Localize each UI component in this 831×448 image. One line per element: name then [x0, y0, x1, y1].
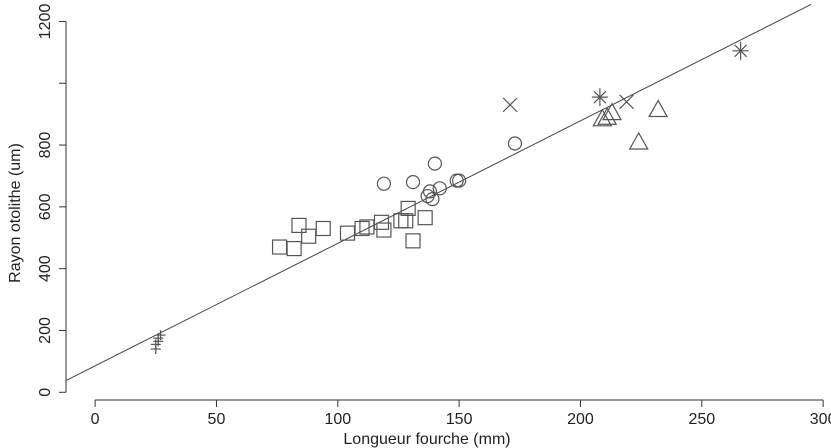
triangle-marker	[648, 99, 669, 118]
x-axis: 0 50 100 150 200 250 300	[91, 399, 831, 428]
x-tick-label: 50	[208, 411, 226, 428]
y-ticks: 0 200 400 600 800 1200	[37, 4, 66, 397]
y-tick-label: 200	[37, 317, 54, 344]
x-tick-label: 200	[567, 411, 594, 428]
regression-line	[65, 4, 812, 381]
asterisk-marker	[732, 41, 749, 60]
square-marker	[291, 217, 307, 234]
x-tick-label: 150	[446, 411, 473, 428]
x-tick-label: 100	[324, 411, 351, 428]
circle-marker	[507, 136, 523, 151]
circle-marker	[427, 156, 442, 171]
circle-marker	[376, 176, 392, 191]
square-marker	[315, 220, 331, 237]
square-marker	[271, 239, 288, 255]
square-marker	[286, 240, 302, 257]
y-tick-label: 0	[37, 388, 54, 397]
x-tick-label: 0	[91, 411, 100, 428]
square-marker	[376, 222, 392, 238]
square-marker	[398, 213, 414, 229]
square-marker	[354, 220, 370, 237]
circle-marker	[452, 173, 467, 188]
plus-marker	[155, 330, 166, 341]
asterisk-marker	[591, 88, 608, 107]
circle-marker	[425, 192, 440, 207]
y-tick-label: 600	[37, 193, 54, 220]
y-tick-label: 400	[37, 255, 54, 282]
square-marker	[405, 233, 421, 249]
x-marker	[502, 97, 518, 113]
square-marker	[400, 200, 416, 217]
y-tick-label: 1200	[37, 4, 54, 40]
triangle-marker	[592, 108, 613, 127]
square-marker	[373, 214, 390, 230]
data-points	[150, 41, 749, 355]
circle-marker	[432, 181, 447, 196]
triangle-marker	[601, 102, 623, 121]
triangle-marker	[597, 107, 618, 125]
x-axis-title: Longueur fourche (mm)	[343, 431, 510, 448]
x-ticks: 0 50 100 150 200 250 300	[91, 400, 831, 428]
y-axis-title: Rayon otolithe (um)	[7, 143, 24, 283]
x-tick-label: 300	[810, 411, 831, 428]
y-tick-label: 800	[37, 132, 54, 159]
circle-marker	[422, 184, 438, 199]
square-marker	[301, 228, 317, 244]
square-marker	[417, 210, 433, 226]
triangle-marker	[628, 131, 649, 150]
circle-marker	[405, 175, 421, 190]
x-marker	[619, 94, 635, 110]
y-axis: 0 200 400 600 800 1200	[37, 4, 67, 397]
x-tick-label: 250	[688, 411, 715, 428]
